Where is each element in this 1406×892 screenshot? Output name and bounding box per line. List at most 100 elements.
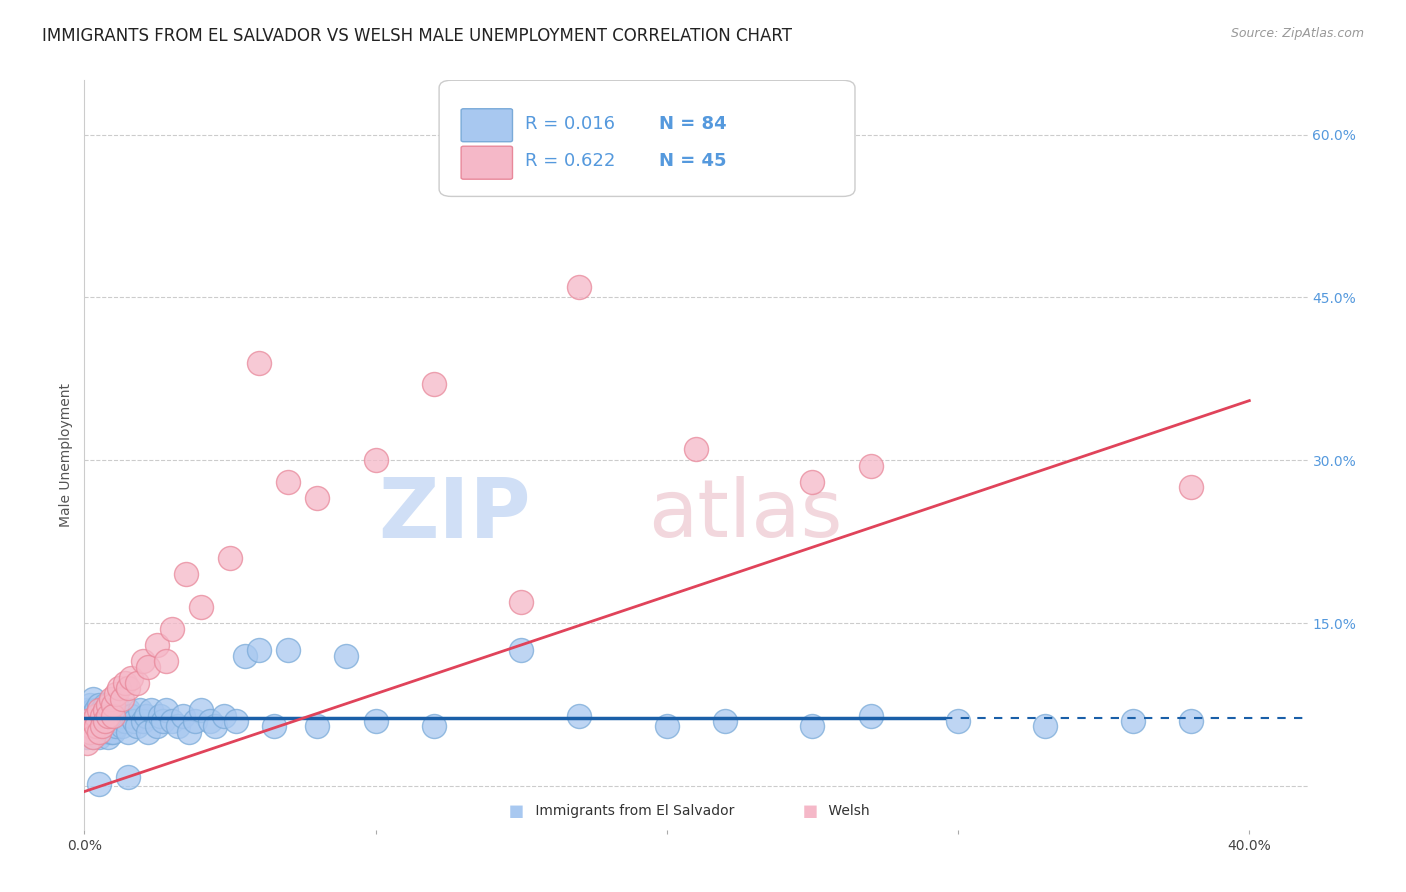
Text: Welsh: Welsh [824,804,870,818]
Point [510,594,533,608]
Point [97,698,120,712]
Point [87,719,110,733]
Point [859,708,882,723]
Point [117,703,139,717]
Point [125,719,148,733]
Point [90,714,112,728]
Point [138,724,160,739]
Point [155,654,177,668]
Point [97,731,120,745]
Point [105,719,128,733]
Point [184,714,207,728]
Point [155,703,177,717]
Point [84,703,107,717]
Point [172,708,194,723]
Point [247,643,270,657]
Text: ▪: ▪ [508,799,524,822]
Point [79,714,101,728]
Point [1180,481,1202,495]
Point [90,703,112,717]
Point [1122,714,1144,728]
Point [82,731,104,745]
Point [655,719,678,733]
Point [166,719,188,733]
Point [90,708,112,723]
Point [87,724,110,739]
Point [90,719,112,733]
Point [335,648,357,663]
Point [423,377,446,392]
Point [160,714,183,728]
Point [103,708,125,723]
Point [76,714,98,728]
Point [131,714,153,728]
Point [105,708,128,723]
Point [247,356,270,370]
Point [97,714,120,728]
Point [97,708,120,723]
Point [263,719,285,733]
Point [125,676,148,690]
Point [97,703,120,717]
Point [135,708,157,723]
Text: ▪: ▪ [801,799,818,822]
Point [93,703,115,717]
Point [131,654,153,668]
Text: Immigrants from El Salvador: Immigrants from El Salvador [531,804,734,818]
Point [84,724,107,739]
Text: Source: ZipAtlas.com: Source: ZipAtlas.com [1230,27,1364,40]
Point [103,724,125,739]
Point [93,708,115,723]
Point [108,681,131,696]
Text: ZIP: ZIP [378,475,531,556]
Text: atlas: atlas [648,475,842,554]
Point [685,442,707,457]
FancyBboxPatch shape [461,109,513,142]
Point [108,714,131,728]
Point [149,708,172,723]
Point [100,708,122,723]
Point [103,714,125,728]
Point [138,659,160,673]
Point [103,698,125,712]
Point [84,708,107,723]
Point [510,643,533,657]
Point [277,643,299,657]
Point [117,724,139,739]
Point [174,567,197,582]
Point [79,719,101,733]
Point [801,719,824,733]
Point [423,719,446,733]
Point [1180,714,1202,728]
Point [307,719,329,733]
Y-axis label: Male Unemployment: Male Unemployment [59,383,73,527]
Point [87,731,110,745]
Point [82,714,104,728]
Point [277,475,299,489]
Point [87,698,110,712]
Point [117,771,139,785]
Point [146,638,169,652]
Point [152,714,174,728]
Point [568,279,591,293]
Point [76,703,98,717]
Point [179,724,201,739]
Point [93,698,115,712]
Point [1035,719,1057,733]
Point [93,714,115,728]
Text: R = 0.016: R = 0.016 [524,115,614,133]
Point [120,708,142,723]
Point [108,703,131,717]
Point [82,703,104,717]
Point [82,692,104,706]
Point [100,719,122,733]
Point [76,736,98,750]
Text: N = 84: N = 84 [659,115,727,133]
Point [120,671,142,685]
Point [946,714,969,728]
Point [87,708,110,723]
Point [307,491,329,506]
Point [204,719,226,733]
Point [111,719,134,733]
Point [87,703,110,717]
